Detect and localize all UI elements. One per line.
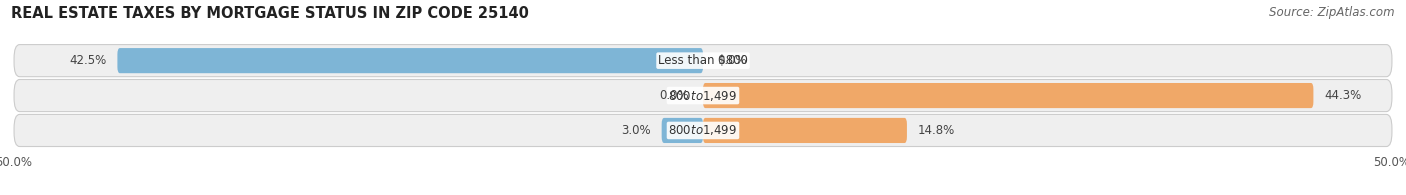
FancyBboxPatch shape bbox=[703, 118, 907, 143]
Text: $800 to $1,499: $800 to $1,499 bbox=[668, 123, 738, 137]
Text: $800 to $1,499: $800 to $1,499 bbox=[668, 89, 738, 103]
Text: Source: ZipAtlas.com: Source: ZipAtlas.com bbox=[1270, 6, 1395, 19]
FancyBboxPatch shape bbox=[703, 83, 1313, 108]
FancyBboxPatch shape bbox=[14, 80, 1392, 112]
Text: 3.0%: 3.0% bbox=[621, 124, 651, 137]
FancyBboxPatch shape bbox=[14, 45, 1392, 77]
Text: 0.0%: 0.0% bbox=[717, 54, 747, 67]
FancyBboxPatch shape bbox=[662, 118, 703, 143]
FancyBboxPatch shape bbox=[117, 48, 703, 73]
Text: 42.5%: 42.5% bbox=[69, 54, 107, 67]
Text: REAL ESTATE TAXES BY MORTGAGE STATUS IN ZIP CODE 25140: REAL ESTATE TAXES BY MORTGAGE STATUS IN … bbox=[11, 6, 529, 21]
Text: 0.0%: 0.0% bbox=[659, 89, 689, 102]
FancyBboxPatch shape bbox=[14, 114, 1392, 146]
Text: 14.8%: 14.8% bbox=[918, 124, 955, 137]
Text: Less than $800: Less than $800 bbox=[658, 54, 748, 67]
Text: 44.3%: 44.3% bbox=[1324, 89, 1361, 102]
